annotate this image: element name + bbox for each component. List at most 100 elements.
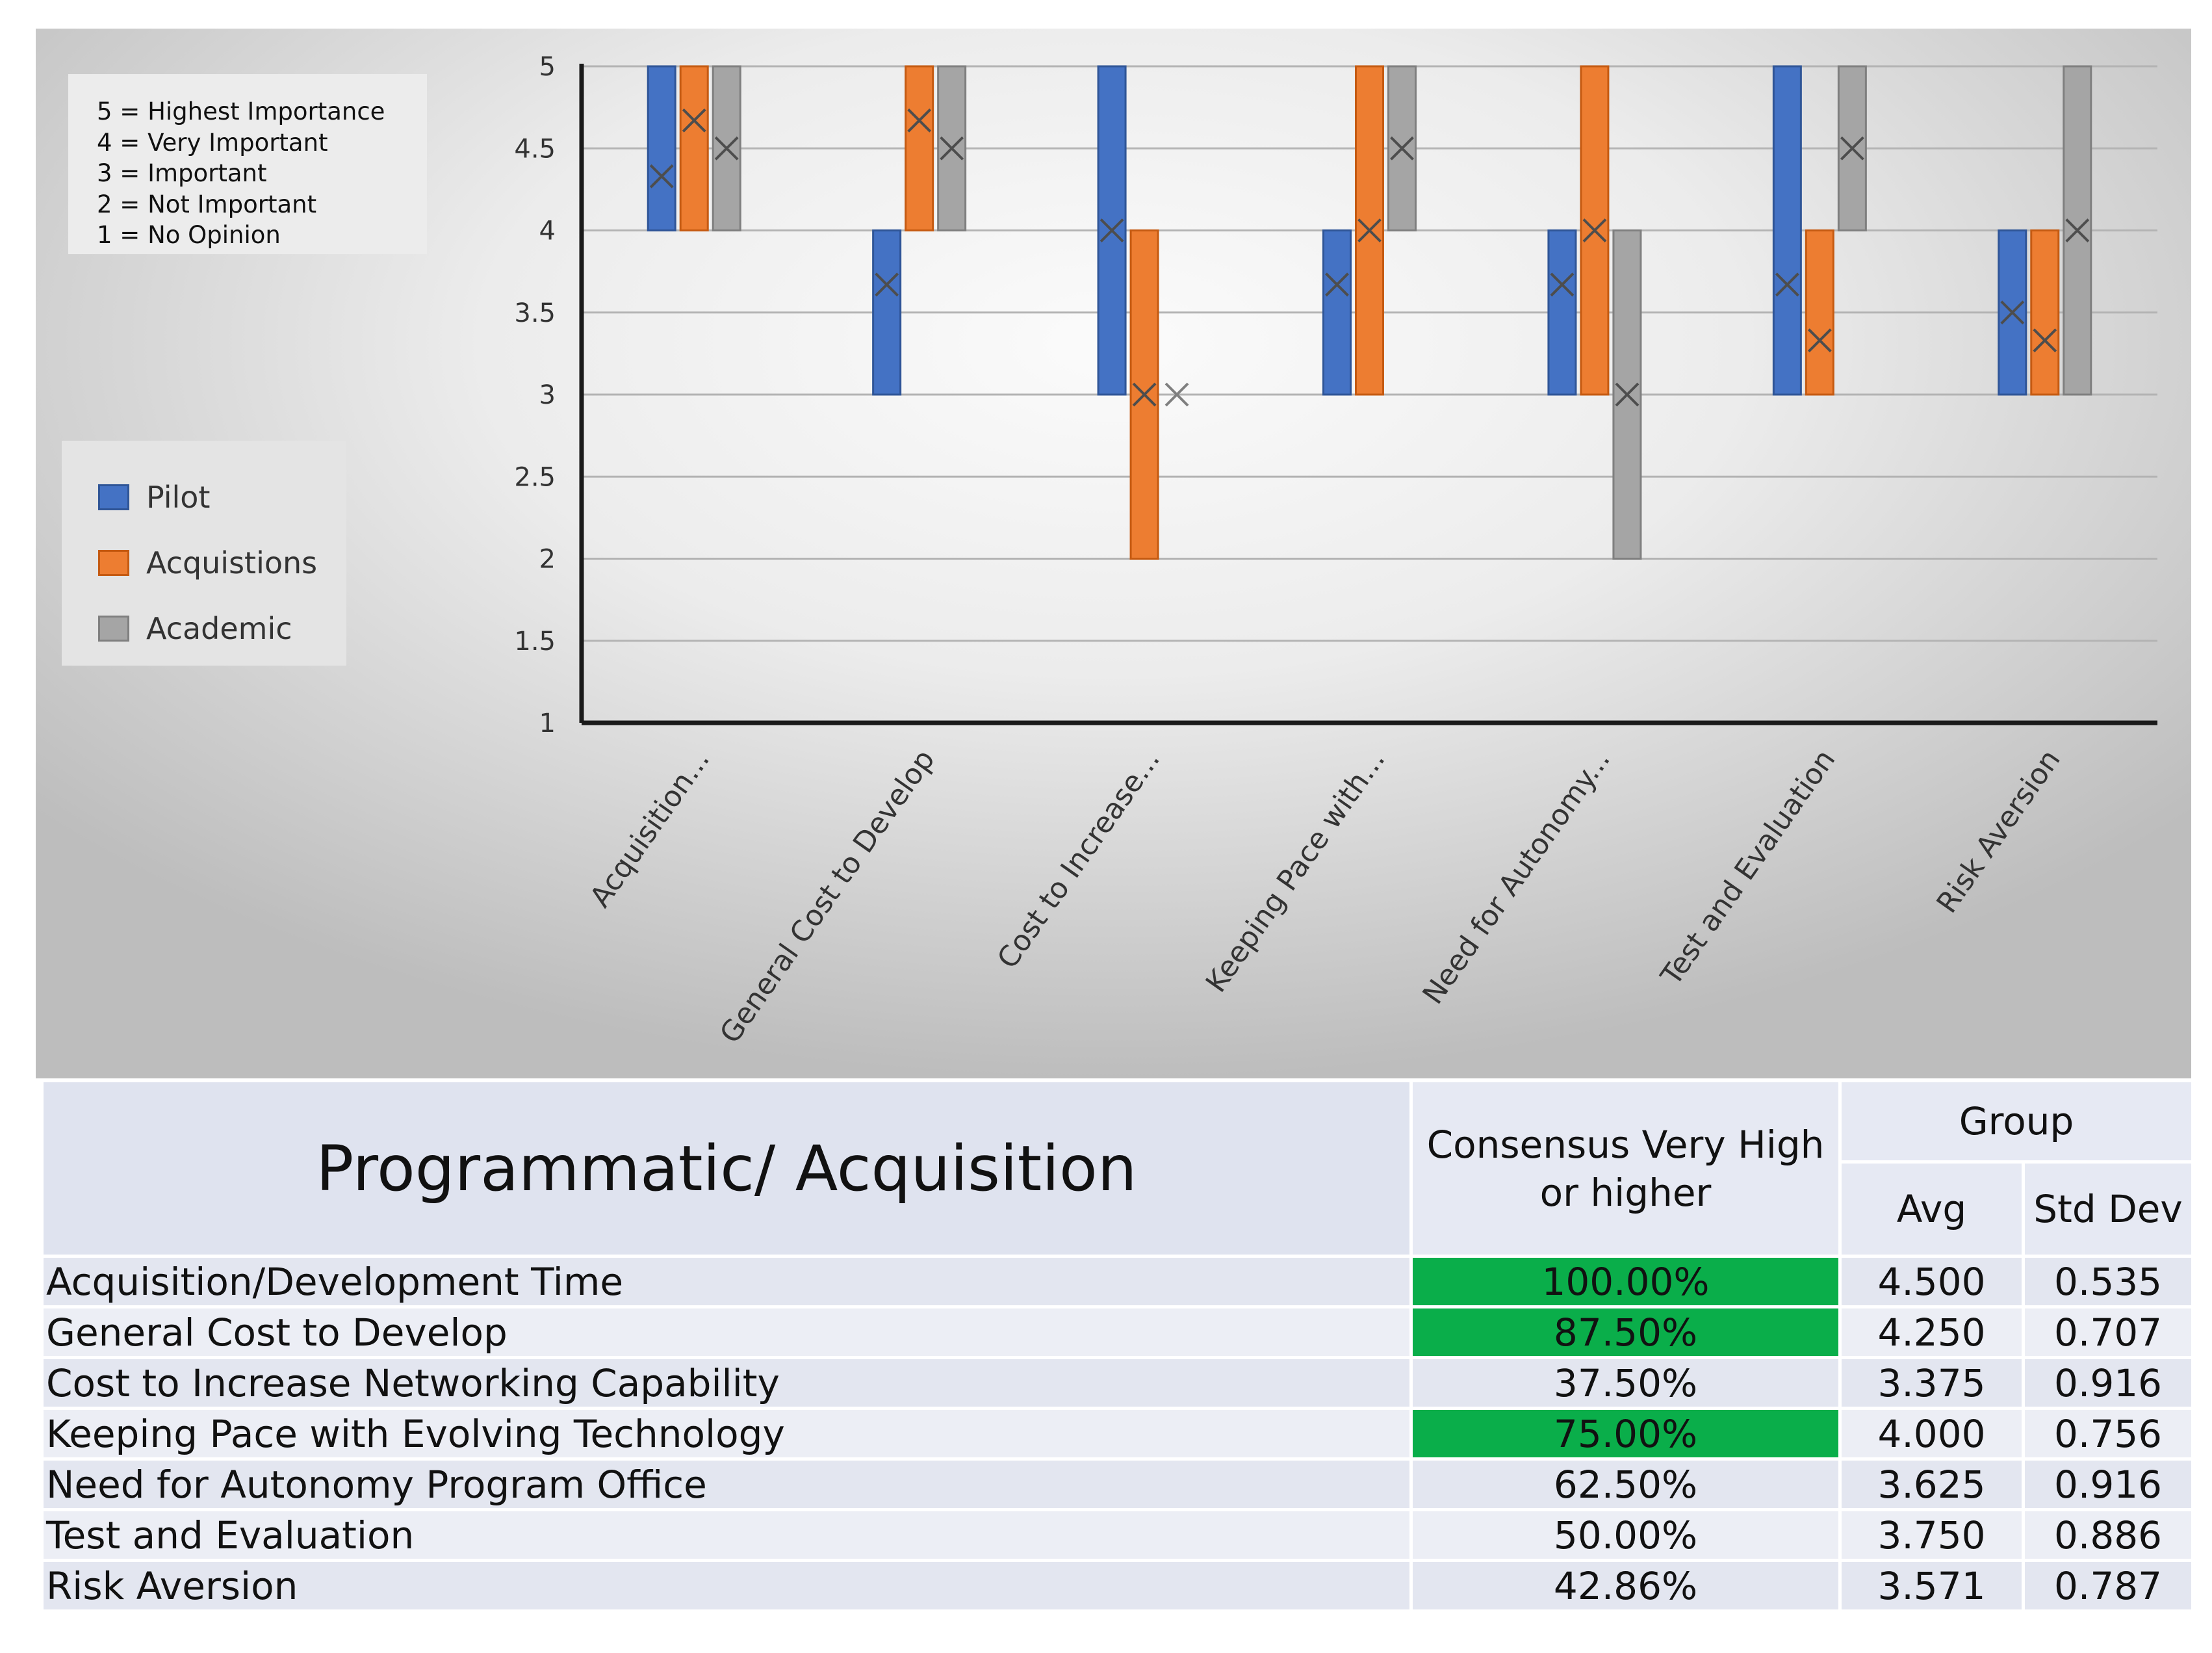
table-row: Need for Autonomy Program Office 62.50% 3.…	[40, 1457, 2195, 1511]
mean-marker	[2065, 218, 2090, 242]
scale-line: 4 = Very Important	[97, 128, 328, 157]
consensus-value: 37.50%	[1409, 1356, 1842, 1410]
legend-item-acquistions: Acquistions	[98, 530, 346, 595]
box-acquistions	[2030, 229, 2060, 396]
box-pilot	[872, 229, 902, 396]
mean-marker	[1582, 218, 1607, 242]
std-dev-value: 0.916	[2021, 1457, 2195, 1511]
row-name: General Cost to Develop	[40, 1305, 1413, 1359]
mean-marker	[1390, 136, 1414, 161]
x-tick-label: General Cost to Develop	[714, 744, 942, 1049]
scale-line: 1 = No Opinion	[97, 221, 281, 249]
mean-marker	[649, 164, 674, 189]
box-chart: 1 1.5 2 2.5 3 3.5 4 4.5 5 Acquisition...General C…	[514, 52, 2157, 1049]
y-tick-label: 3	[539, 380, 556, 410]
legend-item-pilot: Pilot	[98, 464, 346, 530]
std-dev-value: 0.535	[2021, 1255, 2195, 1308]
mean-marker	[682, 108, 706, 133]
avg-value: 3.375	[1838, 1356, 2025, 1410]
row-name: Cost to Increase Networking Capability	[40, 1356, 1413, 1410]
mean-marker	[1775, 272, 1799, 297]
mean-marker	[1550, 272, 1575, 297]
summary-table: Programmatic/ Acquisition Consensus Very…	[40, 1079, 2195, 1613]
y-tick-label: 3.5	[514, 298, 556, 328]
scale-line: 2 = Not Important	[97, 190, 317, 218]
legend-label: Pilot	[146, 479, 211, 515]
x-tick-label: Keeping Pace with...	[1200, 744, 1392, 998]
std-dev-value: 0.787	[2021, 1559, 2195, 1613]
std-dev-value: 0.886	[2021, 1508, 2195, 1562]
row-name: Need for Autonomy Program Office	[40, 1457, 1413, 1511]
box-acquistions	[905, 65, 934, 231]
box-pilot	[1998, 229, 2027, 396]
avg-value: 4.000	[1838, 1407, 2025, 1461]
row-name: Acquisition/Development Time	[40, 1255, 1413, 1308]
std-dev-value: 0.707	[2021, 1305, 2195, 1359]
mean-marker	[1100, 218, 1124, 242]
mean-marker	[907, 108, 932, 133]
consensus-value: 50.00%	[1409, 1508, 1842, 1562]
table-row: Acquisition/Development Time 100.00% 4.500…	[40, 1255, 2195, 1308]
scale-line: 3 = Important	[97, 159, 267, 187]
y-tick-label: 1	[539, 709, 556, 738]
legend-swatch-acquistions	[98, 549, 129, 576]
mean-marker	[1615, 382, 1640, 407]
box-acquistions	[1805, 229, 1834, 396]
scale-legend: 5 = Highest Importance 4 = Very Importan…	[68, 74, 427, 254]
x-tick-label: Need for Autonomy...	[1416, 744, 1616, 1010]
summary-table-panel: Programmatic/ Acquisition Consensus Very…	[40, 1079, 2195, 1632]
mean-marker	[1840, 136, 1864, 161]
table-title: Programmatic/ Acquisition	[40, 1079, 1413, 1258]
x-tick-label: Risk Aversion	[1930, 744, 2066, 919]
std-dev-header: Std Dev	[2021, 1160, 2195, 1258]
box-pilot	[1547, 229, 1577, 396]
row-name: Risk Aversion	[40, 1559, 1413, 1613]
std-dev-value: 0.756	[2021, 1407, 2195, 1461]
row-name: Keeping Pace with Evolving Technology	[40, 1407, 1413, 1461]
box-acquistions	[679, 65, 709, 231]
x-tick-label: Test and Evaluation	[1654, 744, 1842, 992]
row-name: Test and Evaluation	[40, 1508, 1413, 1562]
mean-marker	[1807, 328, 1832, 353]
mean-marker	[1164, 382, 1189, 407]
box-pilot	[1322, 229, 1352, 396]
table-body: Acquisition/Development Time 100.00% 4.500…	[40, 1255, 2195, 1613]
table-row: Keeping Pace with Evolving Technology 75.…	[40, 1407, 2195, 1461]
chart-panel: 1 1.5 2 2.5 3 3.5 4 4.5 5 Acquisition... General C…	[36, 29, 2191, 1078]
scale-line: 5 = Highest Importance	[97, 98, 385, 125]
consensus-value: 75.00%	[1409, 1407, 1842, 1461]
consensus-value: 42.86%	[1409, 1559, 1842, 1613]
mean-marker	[1132, 382, 1157, 407]
std-dev-value: 0.916	[2021, 1356, 2195, 1410]
avg-value: 3.625	[1838, 1457, 2025, 1511]
y-tick-label: 4.5	[514, 134, 556, 164]
consensus-value: 62.50%	[1409, 1457, 1842, 1511]
avg-value: 4.500	[1838, 1255, 2025, 1308]
table-row: Test and Evaluation 50.00% 3.750 0.886	[40, 1508, 2195, 1562]
consensus-header: Consensus Very High or higher	[1409, 1079, 1842, 1258]
mean-marker	[1357, 218, 1382, 242]
legend-swatch-pilot	[98, 484, 129, 510]
table-row: Risk Aversion 42.86% 3.571 0.787	[40, 1559, 2195, 1613]
box-pilot	[1772, 65, 1802, 396]
mean-marker	[1325, 272, 1349, 297]
mean-marker	[714, 136, 739, 161]
avg-value: 3.571	[1838, 1559, 2025, 1613]
y-tick-label: 1.5	[514, 627, 556, 657]
mean-marker	[940, 136, 964, 161]
avg-value: 4.250	[1838, 1305, 2025, 1359]
y-tick-label: 2.5	[514, 462, 556, 492]
table-row: Cost to Increase Networking Capability 37…	[40, 1356, 2195, 1410]
consensus-value: 100.00%	[1409, 1255, 1842, 1308]
legend-swatch-academic	[98, 615, 129, 642]
avg-value: 3.750	[1838, 1508, 2025, 1562]
y-tick-label: 4	[539, 216, 556, 246]
table-row: General Cost to Develop 87.50% 4.250 0.707	[40, 1305, 2195, 1359]
x-tick-label: Acquisition...	[584, 744, 716, 913]
mean-marker	[875, 272, 899, 297]
y-tick-label: 2	[539, 545, 556, 575]
group-header: Group	[1838, 1079, 2195, 1164]
legend-label: Academic	[146, 610, 292, 646]
legend-label: Acquistions	[146, 545, 318, 580]
chart-legend: Pilot Acquistions Academic	[62, 441, 346, 666]
